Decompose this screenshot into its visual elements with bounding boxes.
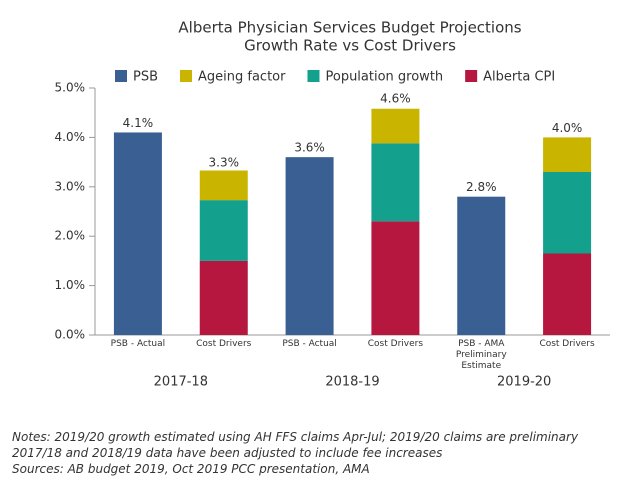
legend-swatch (115, 70, 127, 82)
legend-label: PSB (133, 70, 158, 85)
bar-segment (113, 132, 162, 335)
chart-subtitle: Growth Rate vs Cost Drivers (244, 37, 456, 55)
note: Notes: 2019/20 growth estimated using AH… (12, 430, 579, 444)
note: 2017/18 and 2018/19 data have been adjus… (12, 446, 443, 460)
legend-swatch (180, 70, 193, 82)
x-tick-label: Cost Drivers (196, 339, 252, 349)
legend-label: Population growth (325, 70, 443, 85)
legend-label: Alberta CPI (483, 70, 555, 85)
legend-label: Ageing factor (198, 70, 286, 85)
group-label: 2018-19 (325, 375, 379, 390)
x-tick-label: PSB - Actual (282, 339, 337, 349)
x-tick-label: PSB - AMA Preliminary Estimate (455, 339, 507, 371)
y-tick-label: 3.0% (55, 179, 86, 193)
bar-segment (371, 108, 420, 144)
x-tick-label: PSB - Actual (110, 339, 166, 349)
bar-segment (371, 221, 420, 335)
legend-swatch (307, 70, 320, 82)
y-tick-label: 2.0% (55, 229, 86, 243)
chart-title: Alberta Physician Services Budget Projec… (178, 19, 521, 37)
bar-segment (285, 157, 334, 335)
note: Sources: AB budget 2019, Oct 2019 PCC pr… (12, 462, 370, 476)
group-label: 2017-18 (154, 375, 208, 390)
bar-segment (199, 170, 248, 201)
y-tick-label: 5.0% (55, 81, 86, 95)
total-label: 4.6% (380, 91, 411, 105)
group-label: 2019-20 (497, 375, 551, 390)
total-label: 3.3% (209, 155, 240, 169)
total-label: 4.1% (123, 116, 154, 130)
total-label: 2.8% (466, 180, 497, 194)
legend-swatch (465, 70, 478, 82)
bar-segment (371, 143, 420, 222)
bar-segment (199, 260, 248, 335)
y-tick-label: 4.0% (55, 130, 86, 144)
bar-segment (543, 171, 592, 254)
total-label: 4.0% (552, 121, 583, 135)
bar-segment (543, 137, 592, 172)
x-tick-label: Cost Drivers (367, 339, 424, 349)
bar-segment (199, 200, 248, 261)
total-label: 3.6% (294, 141, 325, 155)
y-tick-label: 0.0% (55, 328, 86, 342)
bar-segment (457, 196, 506, 335)
bar-segment (543, 253, 592, 335)
x-tick-label: Cost Drivers (539, 339, 595, 349)
y-tick-label: 1.0% (55, 278, 86, 292)
